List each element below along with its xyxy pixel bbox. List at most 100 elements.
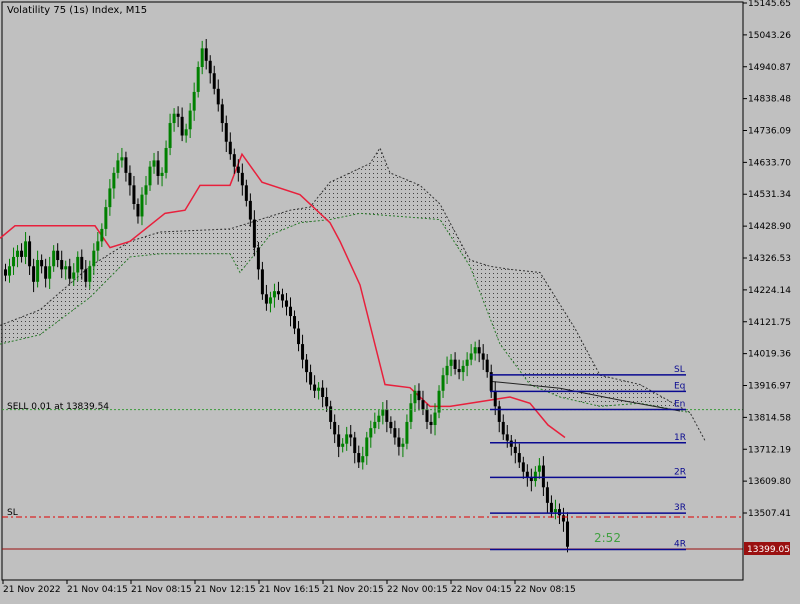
chart-title: Volatility 75 (1s) Index, M15 bbox=[7, 5, 147, 16]
price-tick-label: 13507.41 bbox=[748, 509, 791, 519]
candle-body bbox=[272, 291, 276, 298]
candle-body bbox=[341, 443, 345, 447]
candle-body bbox=[84, 269, 88, 282]
price-tick-label: 14121.75 bbox=[748, 318, 791, 328]
candle-body bbox=[417, 390, 421, 401]
candle-body bbox=[561, 515, 565, 522]
candle-body bbox=[192, 91, 196, 111]
candle-body bbox=[68, 266, 72, 279]
candle-body bbox=[409, 403, 413, 422]
candle-body bbox=[284, 300, 288, 307]
current-price-badge bbox=[744, 542, 790, 555]
candle-body bbox=[140, 194, 144, 217]
candle-body bbox=[501, 421, 505, 435]
candle-body bbox=[128, 172, 132, 186]
candle-body bbox=[248, 200, 252, 220]
candle-body bbox=[525, 471, 529, 478]
candle-body bbox=[100, 228, 104, 242]
candle-body bbox=[116, 160, 120, 173]
candle-body bbox=[112, 172, 116, 189]
candle-body bbox=[148, 166, 152, 186]
candle-body bbox=[204, 48, 208, 61]
candle-body bbox=[489, 372, 493, 391]
candle-body bbox=[497, 406, 501, 422]
current-price-value: 13399.05 bbox=[747, 545, 790, 555]
price-tick-label: 14940.87 bbox=[748, 63, 791, 73]
time-axis[interactable]: 21 Nov 2022 21 Nov 04:15 21 Nov 08:15 21 No… bbox=[2, 579, 743, 595]
rr-level-label: 3R bbox=[674, 503, 686, 513]
time-tick-label: 22 Nov 08:15 bbox=[515, 585, 576, 595]
kijun-sen bbox=[0, 152, 566, 439]
time-tick-label: 21 Nov 2022 bbox=[3, 585, 61, 595]
candle-body bbox=[80, 256, 84, 270]
candle-body bbox=[493, 390, 497, 407]
rr-level-label: SL bbox=[674, 365, 685, 375]
candle-body bbox=[4, 269, 7, 276]
candle-body bbox=[40, 260, 44, 267]
rr-level-label: 4R bbox=[674, 540, 686, 550]
candle-body bbox=[453, 359, 457, 369]
candle-body bbox=[144, 185, 148, 195]
candle-body bbox=[325, 397, 329, 407]
candle-body bbox=[441, 375, 445, 391]
candle-body bbox=[449, 359, 453, 366]
candle-body bbox=[88, 266, 92, 282]
cloud-span-a bbox=[0, 146, 706, 441]
candle-body bbox=[64, 266, 68, 270]
cloud-span-b bbox=[0, 212, 691, 414]
candle-body bbox=[433, 412, 437, 426]
candle-body bbox=[337, 434, 341, 447]
candle-body bbox=[297, 328, 301, 345]
price-tick-label: 14736.09 bbox=[748, 127, 791, 137]
candle-body bbox=[473, 347, 477, 354]
candle-body bbox=[529, 477, 533, 482]
candle-body bbox=[240, 172, 244, 186]
price-tick-label: 14633.70 bbox=[748, 158, 791, 168]
candle-body bbox=[44, 266, 48, 279]
candle-body bbox=[216, 88, 220, 105]
candle-body bbox=[517, 453, 521, 463]
price-tick-label: 15145.65 bbox=[748, 0, 791, 9]
candle-body bbox=[208, 60, 212, 74]
candle-body bbox=[329, 406, 333, 422]
candle-body bbox=[437, 390, 441, 413]
candle-body bbox=[16, 250, 20, 257]
candle-body bbox=[120, 157, 124, 161]
candle-body bbox=[469, 353, 473, 360]
candle-body bbox=[76, 256, 80, 273]
candle-body bbox=[220, 104, 224, 124]
candle-body bbox=[301, 344, 305, 360]
candle-body bbox=[545, 487, 549, 503]
candle-body bbox=[252, 219, 256, 248]
candle-body bbox=[369, 428, 373, 438]
candle-body bbox=[264, 294, 268, 304]
candle-body bbox=[188, 110, 192, 130]
kijun-line bbox=[0, 152, 566, 439]
candle-body bbox=[160, 172, 164, 176]
candle-body bbox=[461, 365, 465, 373]
candle-body bbox=[92, 250, 96, 267]
candle-body bbox=[52, 250, 56, 267]
time-tick-label: 21 Nov 04:15 bbox=[67, 585, 128, 595]
candle-body bbox=[389, 421, 393, 429]
price-tick-label: 14428.90 bbox=[748, 222, 791, 232]
sell-order-label: SELL 0.01 at 13839.54 bbox=[7, 402, 109, 412]
price-axis[interactable]: 15145.65 15043.26 14940.87 14838.48 14736.09… bbox=[742, 0, 791, 580]
candle-body bbox=[565, 521, 569, 547]
candle-body bbox=[104, 207, 108, 229]
candle-body bbox=[445, 365, 449, 376]
candle-body bbox=[549, 502, 553, 513]
candle-body bbox=[228, 141, 232, 155]
price-tick-label: 14838.48 bbox=[748, 95, 791, 105]
candle-body bbox=[168, 123, 172, 148]
candle-body bbox=[413, 390, 417, 404]
candle-body bbox=[256, 247, 260, 270]
candle-body bbox=[200, 48, 204, 68]
candle-body bbox=[280, 294, 284, 301]
price-tick-label: 14326.53 bbox=[748, 254, 791, 264]
price-tick-label: 13609.80 bbox=[748, 477, 791, 487]
candle-body bbox=[276, 291, 280, 295]
candle-body bbox=[212, 73, 216, 89]
